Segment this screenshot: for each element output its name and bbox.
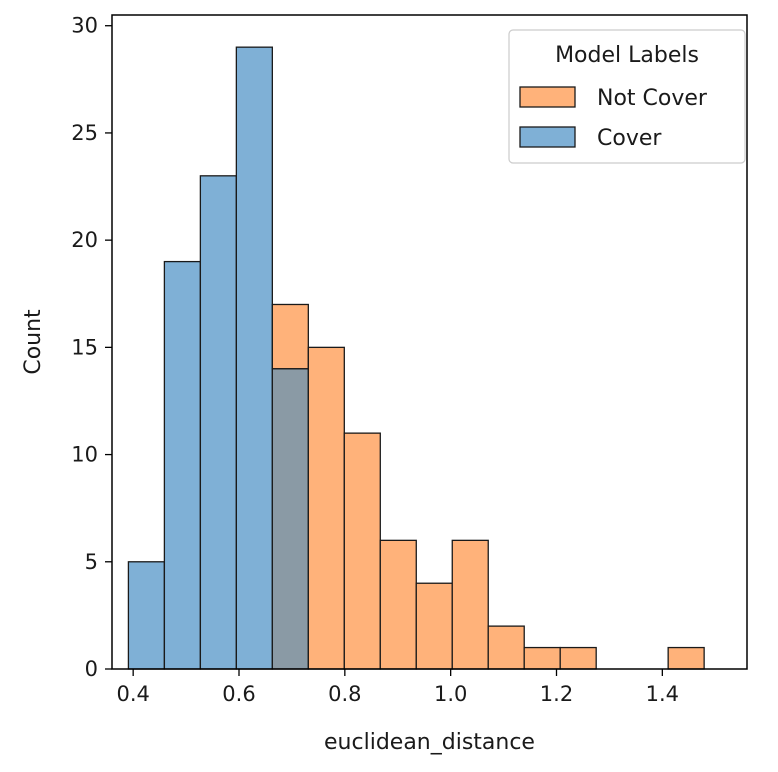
axes-frame — [111, 14, 748, 670]
histogram-bar — [379, 539, 417, 670]
x-tick-label: 0.6 — [222, 682, 255, 706]
legend-swatch — [519, 86, 576, 108]
legend-title: Model Labels — [555, 43, 699, 68]
x-tick-label: 1.2 — [540, 682, 573, 706]
histogram-bar — [307, 346, 345, 670]
y-tick-label: 5 — [85, 550, 98, 574]
y-tick-label: 15 — [71, 335, 98, 359]
histogram-bar — [487, 625, 525, 670]
histogram-bar-overlap — [271, 368, 309, 670]
histogram-bar — [271, 303, 309, 370]
y-tick-label: 25 — [71, 121, 98, 145]
legend-swatch — [519, 126, 576, 148]
legend-entries: Not Cover Cover — [519, 86, 708, 151]
histogram-bars — [127, 46, 705, 670]
histogram-bar — [163, 260, 202, 670]
y-axis-label: Count — [21, 309, 46, 375]
histogram-bar — [451, 539, 489, 670]
histogram-bar — [235, 46, 273, 670]
y-tick-label: 0 — [85, 657, 98, 681]
x-axis-ticks: 0.4 0.6 0.8 1.0 1.2 1.4 — [116, 669, 679, 706]
histogram-bar — [343, 432, 381, 670]
y-tick-label: 30 — [71, 14, 98, 38]
y-tick-label: 20 — [71, 228, 98, 252]
histogram-bar — [199, 175, 238, 670]
y-tick-label: 10 — [71, 443, 98, 467]
histogram-bar — [667, 646, 705, 670]
histogram-bar — [559, 646, 597, 670]
x-tick-label: 1.0 — [434, 682, 467, 706]
histogram-bar — [523, 646, 561, 670]
legend: Model Labels Not Cover Cover — [508, 29, 746, 164]
x-tick-label: 0.8 — [328, 682, 361, 706]
histogram-bar — [415, 582, 453, 670]
x-axis-label: euclidean_distance — [324, 730, 535, 755]
x-tick-label: 0.4 — [116, 682, 149, 706]
x-tick-label: 1.4 — [646, 682, 679, 706]
legend-entry-label: Not Cover — [597, 86, 708, 111]
histogram-bar — [127, 561, 166, 670]
y-axis-ticks: 0 5 10 15 20 25 30 — [71, 14, 112, 681]
legend-entry-label: Cover — [597, 126, 662, 151]
